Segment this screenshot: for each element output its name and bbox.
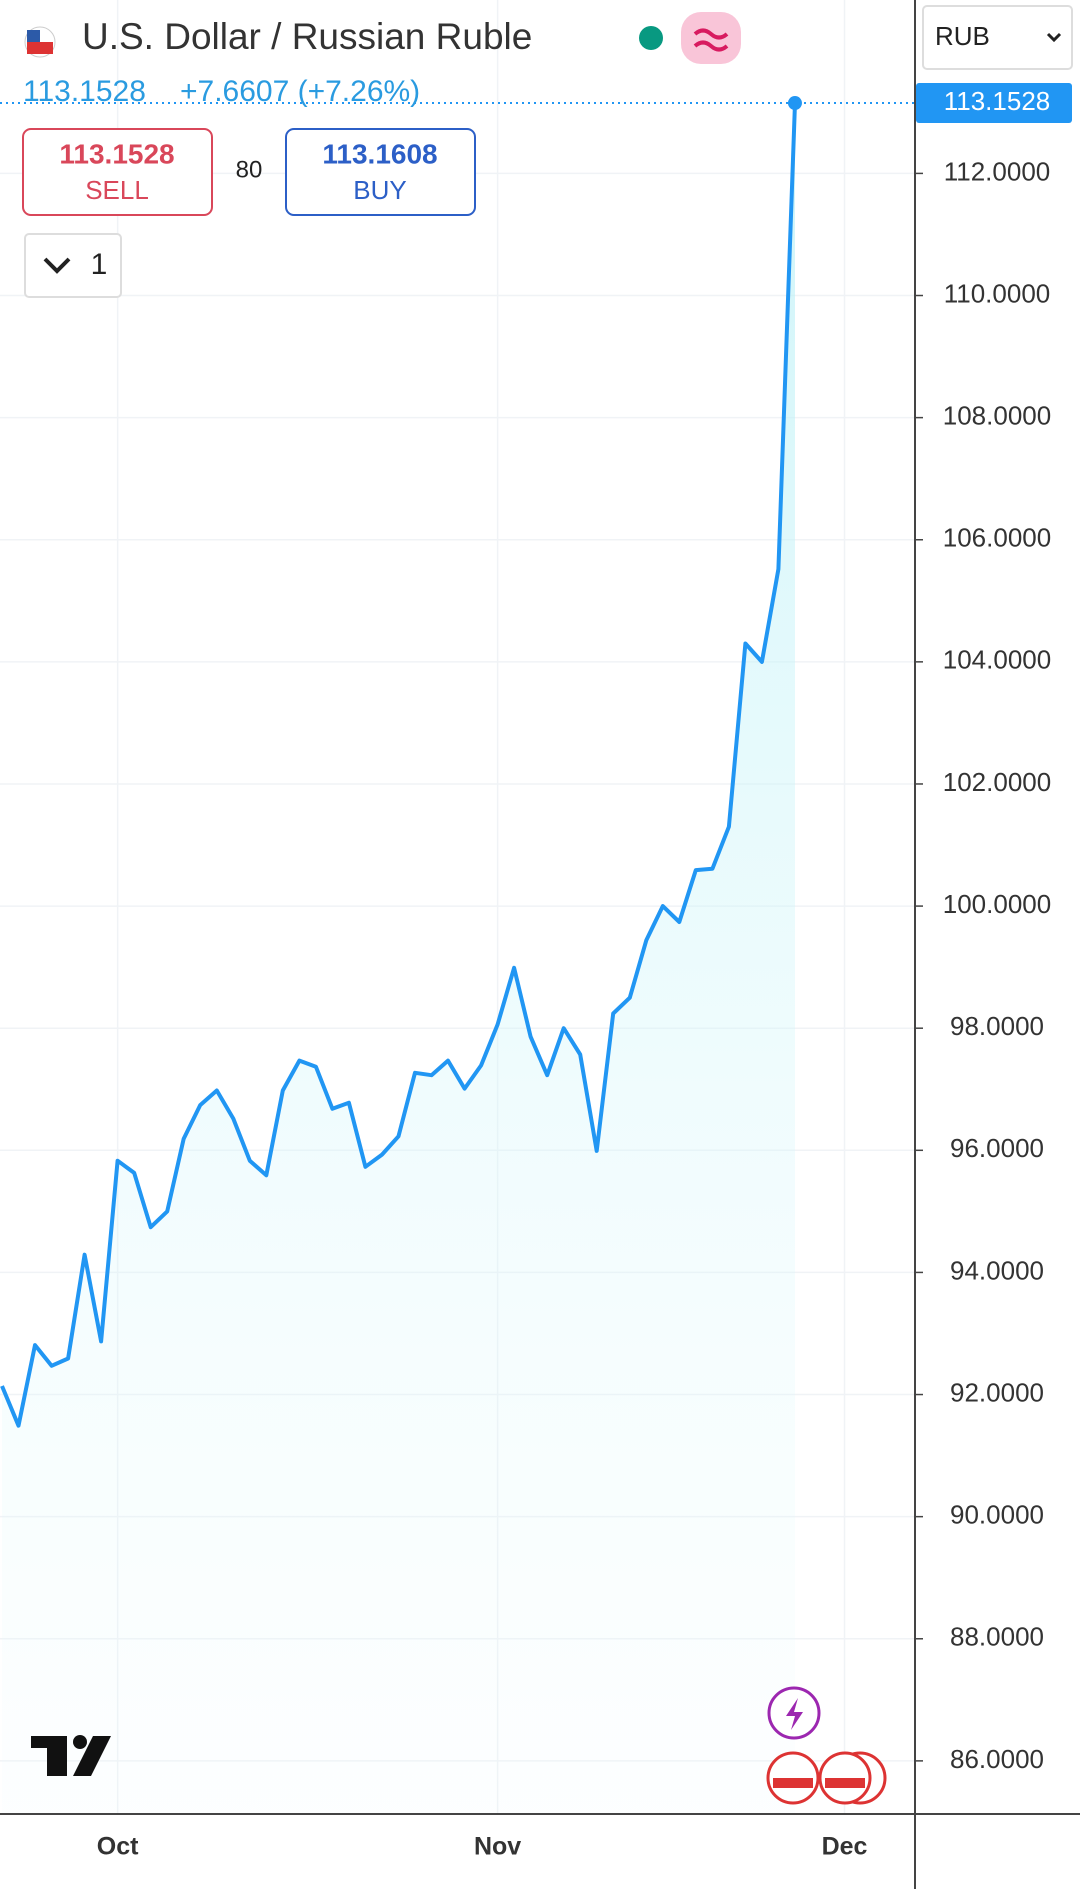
price-tag-label: 113.1528 — [944, 86, 1051, 116]
y-tick-label: 90.0000 — [950, 1500, 1044, 1530]
logo-part — [73, 1735, 87, 1749]
logo-part — [73, 1736, 111, 1776]
y-tick-label: 108.0000 — [943, 401, 1051, 431]
logo — [31, 1735, 111, 1776]
currency-dropdown[interactable] — [922, 5, 1073, 70]
flag-icon — [825, 1778, 865, 1788]
chevron-icon — [1046, 32, 1062, 43]
y-tick-label: 94.0000 — [950, 1255, 1044, 1285]
y-tick-label: 88.0000 — [950, 1622, 1044, 1652]
flag-icons — [766, 1751, 887, 1805]
y-tick-label: 86.0000 — [950, 1744, 1044, 1774]
lightning-icon — [786, 1698, 803, 1730]
interval: 1 — [91, 248, 108, 281]
area — [2, 103, 795, 1814]
y-tick-label: 96.0000 — [950, 1133, 1044, 1163]
buy-price: 113.1608 — [322, 138, 437, 169]
y-tick-label: 110.0000 — [944, 278, 1051, 308]
sell-price: 113.1528 — [59, 138, 174, 169]
y-tick-label: 106.0000 — [943, 523, 1051, 553]
flag-icon — [27, 42, 53, 54]
flag-icon — [27, 30, 40, 42]
logo-part — [47, 1736, 67, 1776]
y-tick-label: 102.0000 — [943, 767, 1051, 797]
price-tag — [916, 83, 1072, 124]
plot-area — [0, 0, 915, 1814]
flag-icon — [773, 1778, 813, 1788]
spread: 80 — [236, 156, 263, 183]
buy-button[interactable] — [285, 128, 476, 216]
price-change: +7.6607 (+7.26%) — [180, 75, 420, 108]
y-tick-label: 104.0000 — [943, 645, 1051, 675]
x-tick-label: Nov — [474, 1833, 521, 1861]
buy-label: BUY — [353, 175, 406, 205]
y-tick-label: 92.0000 — [950, 1377, 1044, 1407]
sell-label: SELL — [85, 175, 149, 205]
y-tick-label: 112.0000 — [944, 156, 1051, 186]
symbol-title: U.S. Dollar / Russian Ruble — [82, 16, 532, 57]
header: U.S. Dollar / Russian Ruble 113.1528 +7.… — [22, 5, 1073, 298]
price-line — [0, 102, 797, 1428]
y-tick-label: 100.0000 — [943, 889, 1051, 919]
status-dot — [639, 26, 663, 50]
chevron-icon — [43, 257, 71, 274]
interval-dropdown[interactable] — [24, 233, 122, 298]
y-tick-label: 98.0000 — [950, 1011, 1044, 1041]
indicator-icon — [693, 28, 729, 52]
x-tick-label: Dec — [822, 1833, 868, 1861]
last-price: 113.1528 — [23, 75, 146, 108]
x-tick-label: Oct — [97, 1833, 139, 1861]
indicator-badge — [681, 12, 741, 64]
currency: RUB — [935, 21, 990, 51]
last-point — [787, 96, 802, 111]
sell-button[interactable] — [22, 128, 213, 216]
